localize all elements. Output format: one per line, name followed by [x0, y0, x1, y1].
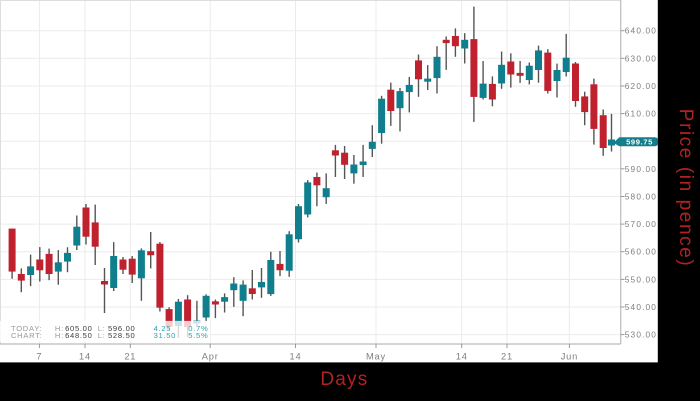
svg-text:H:: H: [55, 324, 64, 333]
svg-text:630.00: 630.00 [625, 53, 657, 63]
svg-text:H:: H: [55, 331, 64, 340]
svg-text:7: 7 [36, 352, 42, 362]
svg-text:540.00: 540.00 [625, 302, 657, 312]
svg-text:610.00: 610.00 [625, 109, 657, 119]
svg-text:620.00: 620.00 [625, 81, 657, 91]
svg-text:0.7%: 0.7% [188, 324, 208, 333]
svg-text:530.00: 530.00 [625, 330, 657, 340]
svg-text:560.00: 560.00 [625, 247, 657, 257]
svg-text:31.50: 31.50 [154, 331, 177, 340]
svg-text:14: 14 [79, 352, 91, 362]
svg-text:580.00: 580.00 [625, 192, 657, 202]
svg-text:Days: Days [320, 369, 368, 390]
svg-text:Price (in pence): Price (in pence) [675, 109, 696, 268]
svg-text:21: 21 [501, 352, 513, 362]
svg-text:5.5%: 5.5% [188, 331, 208, 340]
svg-text:596.00: 596.00 [108, 324, 135, 333]
svg-text:599.75: 599.75 [626, 138, 653, 147]
svg-text:648.50: 648.50 [65, 331, 92, 340]
svg-text:14: 14 [456, 352, 468, 362]
svg-text:640.00: 640.00 [625, 26, 657, 36]
svg-text:4.25: 4.25 [154, 324, 172, 333]
svg-text:21: 21 [124, 352, 136, 362]
svg-text:May: May [366, 352, 386, 362]
svg-text:Jun: Jun [561, 352, 578, 362]
svg-text:590.00: 590.00 [625, 164, 657, 174]
svg-text:570.00: 570.00 [625, 219, 657, 229]
svg-text:528.50: 528.50 [108, 331, 135, 340]
svg-text:L:: L: [98, 331, 106, 340]
svg-text:L:: L: [98, 324, 106, 333]
svg-text:CHART:: CHART: [11, 331, 43, 340]
svg-text:Apr: Apr [202, 352, 219, 362]
svg-text:605.00: 605.00 [65, 324, 92, 333]
svg-text:14: 14 [290, 352, 302, 362]
svg-text:550.00: 550.00 [625, 274, 657, 284]
svg-text:TODAY:: TODAY: [11, 324, 42, 333]
